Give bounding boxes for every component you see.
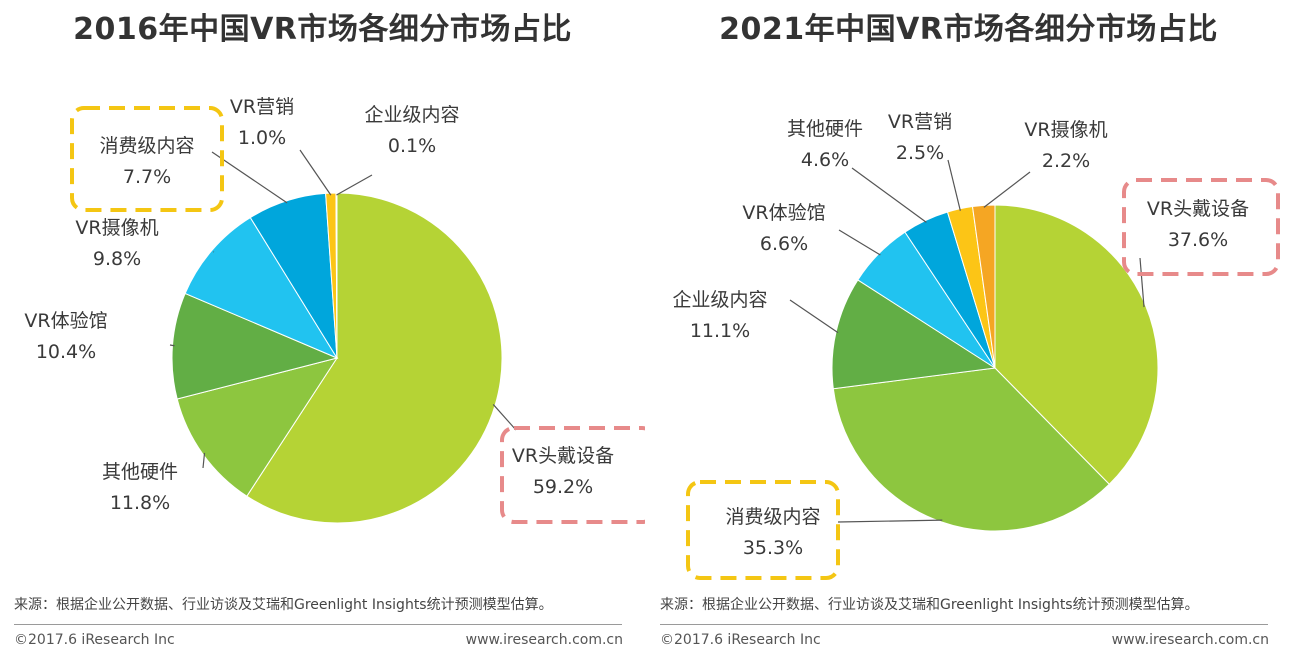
pie-slice-0 [994,204,1159,485]
copyright: ©2017.6 iResearch Inc [660,632,821,648]
slice-value-6: 0.1% [388,135,436,157]
highlight-box-0 [500,426,645,524]
leader-line-6 [983,171,1031,208]
leader-line-4 [851,167,927,223]
slice-label-5: VR营销 [888,111,952,133]
chart-panel-2021: 2021年中国VR市场各细分市场占比 VR头戴设备 37.6% 消费级内容 35.3%… [646,0,1291,658]
divider [14,624,622,625]
highlight-box-4 [70,106,224,212]
leader-line-0 [492,404,517,431]
pie-chart-2021: VR头戴设备 37.6% 消费级内容 35.3% 企业级内容 11.1% VR体验馆 6.6%… [672,111,1280,580]
slice-label-0: VR头戴设备 [512,445,614,467]
chart-panel-2016: 2016年中国VR市场各细分市场占比 VR头戴设备 59.2% 其他硬件 11.8% V… [0,0,645,658]
slice-value-4: 4.6% [801,149,849,171]
leader-line-0 [1139,257,1145,308]
pie-slice-6 [335,192,338,359]
pie-slice-1 [832,367,1110,532]
slice-label-2: VR体验馆 [24,310,107,332]
leader-line-5 [947,159,961,211]
highlight-box-0 [1122,178,1280,276]
leader-line-4 [211,151,288,204]
slice-label-3: VR摄像机 [75,217,158,239]
leader-line-2 [169,344,175,347]
leader-line-1 [837,519,943,523]
leader-line-5 [299,149,332,196]
slice-label-0: VR头戴设备 [1147,198,1249,220]
pie-slice-2 [831,279,997,390]
leader-line-3 [838,229,881,256]
slice-label-5: VR营销 [230,96,294,118]
leader-line-1 [202,452,206,469]
slice-value-2: 10.4% [36,341,96,363]
slice-label-6: VR摄像机 [1024,119,1107,141]
slice-value-3: 6.6% [760,233,808,255]
highlight-box-1 [686,480,840,580]
pie-slice-3 [184,216,339,360]
pie-slice-6 [971,204,996,369]
slice-label-4: 其他硬件 [787,118,863,140]
slice-value-3: 9.8% [93,248,141,270]
website: www.iresearch.com.cn [1111,632,1269,648]
slice-label-1: 其他硬件 [102,461,178,483]
slice-value-0: 37.6% [1168,229,1228,251]
pie-slice-1 [176,357,339,497]
chart-title: 2021年中国VR市场各细分市场占比 [719,12,1218,47]
slice-label-4: 消费级内容 [99,135,194,157]
slice-value-5: 1.0% [238,127,286,149]
divider [660,624,1268,625]
leader-line-6 [336,174,373,196]
source-note: 来源：根据企业公开数据、行业访谈及艾瑞和Greenlight Insights统… [660,597,1199,613]
copyright: ©2017.6 iResearch Inc [14,632,175,648]
slice-value-0: 59.2% [533,476,593,498]
slice-value-2: 11.1% [690,320,750,342]
leader-line-2 [789,299,839,334]
slice-value-1: 35.3% [743,537,803,559]
website: www.iresearch.com.cn [465,632,623,648]
slice-value-1: 11.8% [110,492,170,514]
slice-label-6: 企业级内容 [364,104,459,126]
slice-value-5: 2.5% [896,142,944,164]
slice-label-2: 企业级内容 [672,289,767,311]
source-note: 来源：根据企业公开数据、行业访谈及艾瑞和Greenlight Insights统… [14,597,553,613]
chart-title: 2016年中国VR市场各细分市场占比 [73,12,572,47]
slice-label-1: 消费级内容 [725,506,820,528]
slice-value-6: 2.2% [1042,150,1090,172]
pie-chart-2016: VR头戴设备 59.2% 其他硬件 11.8% VR体验馆 10.4% VR摄像机 9.8% 消… [24,96,645,524]
pie-slice-0 [246,192,503,524]
slice-value-4: 7.7% [123,166,171,188]
slice-label-3: VR体验馆 [742,202,825,224]
